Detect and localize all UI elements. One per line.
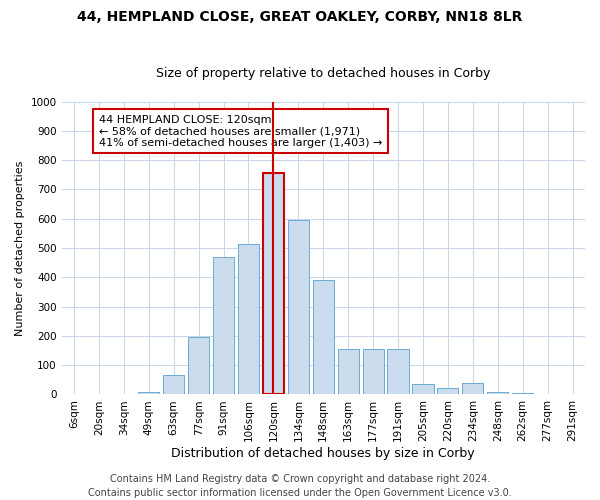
Bar: [412, 384, 434, 394]
Title: Size of property relative to detached houses in Corby: Size of property relative to detached ho…: [156, 66, 490, 80]
Bar: [388, 349, 409, 395]
Bar: [288, 220, 309, 394]
Bar: [362, 349, 384, 395]
Bar: [462, 382, 484, 394]
Bar: [313, 280, 334, 394]
Bar: [238, 244, 259, 394]
Bar: [263, 174, 284, 394]
Bar: [163, 376, 184, 394]
Bar: [487, 392, 508, 394]
Bar: [188, 338, 209, 394]
Text: 44 HEMPLAND CLOSE: 120sqm
← 58% of detached houses are smaller (1,971)
41% of se: 44 HEMPLAND CLOSE: 120sqm ← 58% of detac…: [99, 114, 382, 148]
Y-axis label: Number of detached properties: Number of detached properties: [15, 160, 25, 336]
Bar: [138, 392, 160, 394]
Bar: [338, 349, 359, 395]
Text: Contains HM Land Registry data © Crown copyright and database right 2024.
Contai: Contains HM Land Registry data © Crown c…: [88, 474, 512, 498]
Bar: [437, 388, 458, 394]
X-axis label: Distribution of detached houses by size in Corby: Distribution of detached houses by size …: [172, 447, 475, 460]
Bar: [512, 393, 533, 394]
Bar: [213, 257, 234, 394]
Text: 44, HEMPLAND CLOSE, GREAT OAKLEY, CORBY, NN18 8LR: 44, HEMPLAND CLOSE, GREAT OAKLEY, CORBY,…: [77, 10, 523, 24]
